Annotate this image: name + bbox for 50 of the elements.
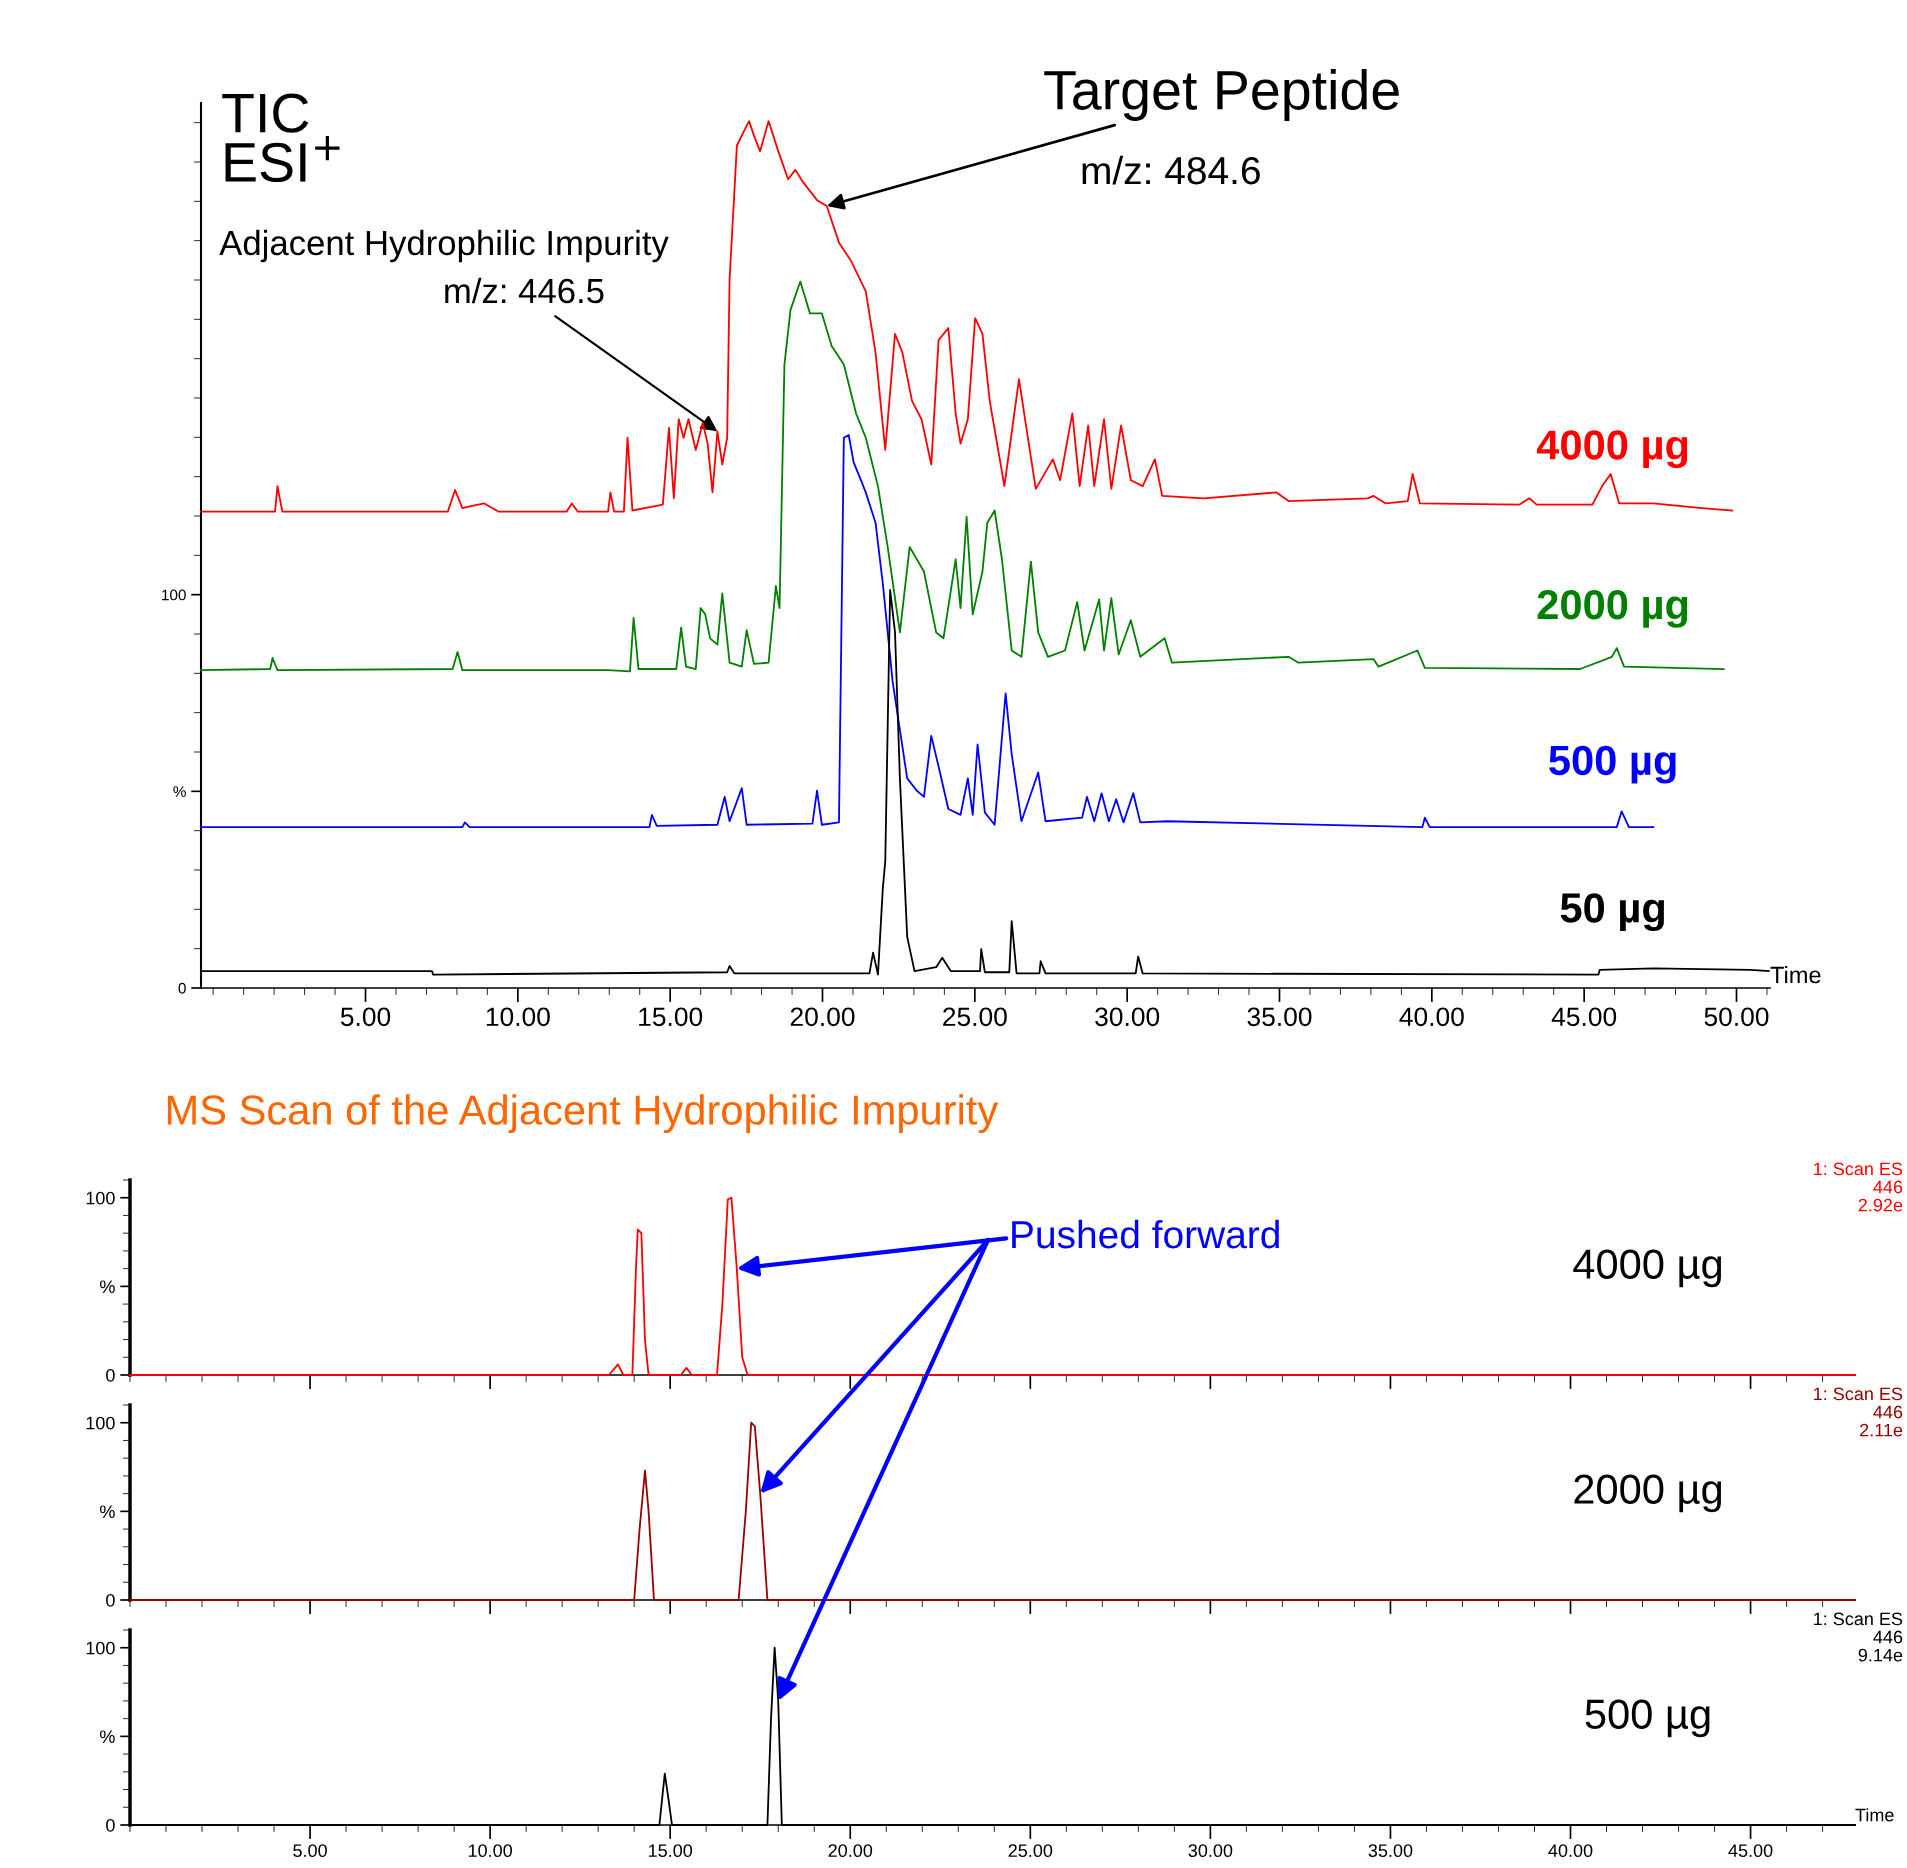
y-tick-label: 0	[178, 982, 186, 994]
series-label: 500 µg	[1549, 745, 1676, 784]
x-tick-label: 20.00	[828, 1844, 873, 1858]
x-tick-label: 50.00	[1704, 1007, 1769, 1027]
x-tick-label: 30.00	[1188, 1844, 1233, 1858]
x-tick-label: 15.00	[648, 1844, 693, 1858]
y-tick-label: 100	[162, 589, 186, 601]
x-tick-label: 5.00	[340, 1007, 391, 1027]
y-tick-label: 100	[86, 1416, 115, 1430]
y-tick-label: %	[100, 1280, 115, 1294]
x-tick-label: 25.00	[943, 1007, 1007, 1027]
series-label: 4000 µg	[1536, 430, 1688, 469]
x-tick-label: 10.00	[486, 1007, 550, 1027]
x-tick-label: 30.00	[1095, 1007, 1160, 1027]
x-tick-label: 25.00	[1008, 1844, 1053, 1858]
annotation: m/z: 446.5	[445, 277, 604, 304]
series-label: 50 µg	[1560, 893, 1664, 932]
chart-title: MS Scan of the Adjacent Hydrophilic Impurity	[167, 1094, 999, 1134]
series-label: 2000 µg	[1537, 589, 1688, 628]
y-tick-label: %	[173, 786, 186, 797]
x-tick-label: 10.00	[468, 1844, 513, 1858]
annotation: 1: Scan ES 446 2.92e	[1814, 1162, 1903, 1212]
x-tick-label: 40.00	[1399, 1007, 1464, 1027]
x-tick-label: 35.00	[1247, 1007, 1312, 1027]
y-tick-label: 0	[106, 1368, 115, 1382]
annotation: 500 µg	[1585, 1699, 1710, 1738]
x-tick-label: 15.00	[639, 1007, 703, 1027]
y-tick-label: 100	[86, 1191, 115, 1205]
y-tick-label: 0	[106, 1593, 115, 1607]
annotation: m/z: 484.6	[1082, 155, 1260, 185]
x-tick-label: 20.00	[790, 1007, 855, 1027]
x-tick-label: 45.00	[1551, 1007, 1617, 1027]
annotation: 1: Scan ES 446 9.14e	[1814, 1612, 1903, 1662]
x-tick-label: 45.00	[1728, 1844, 1773, 1858]
annotation: Target Peptide	[1044, 69, 1399, 121]
y-tick-label: 0	[106, 1818, 115, 1832]
annotation: 4000 µg	[1573, 1249, 1722, 1288]
x-tick-label: 5.00	[293, 1844, 327, 1858]
annotation: Pushed forward	[1012, 1219, 1279, 1249]
x-tick-label: 40.00	[1548, 1844, 1593, 1858]
annotation: TIC ESI$^{+}$	[222, 93, 340, 183]
annotation: 2000 µg	[1574, 1474, 1722, 1513]
x-axis-title: Time	[1770, 965, 1821, 984]
annotation: 1: Scan ES 446 2.11e	[1814, 1387, 1903, 1437]
y-tick-label: %	[100, 1730, 115, 1744]
y-tick-label: %	[100, 1505, 115, 1519]
y-tick-label: 100	[86, 1641, 115, 1655]
annotation: Adjacent Hydrophilic Impurity	[219, 229, 669, 263]
x-axis-title: Time	[1855, 1808, 1894, 1822]
x-tick-label: 35.00	[1368, 1844, 1413, 1858]
